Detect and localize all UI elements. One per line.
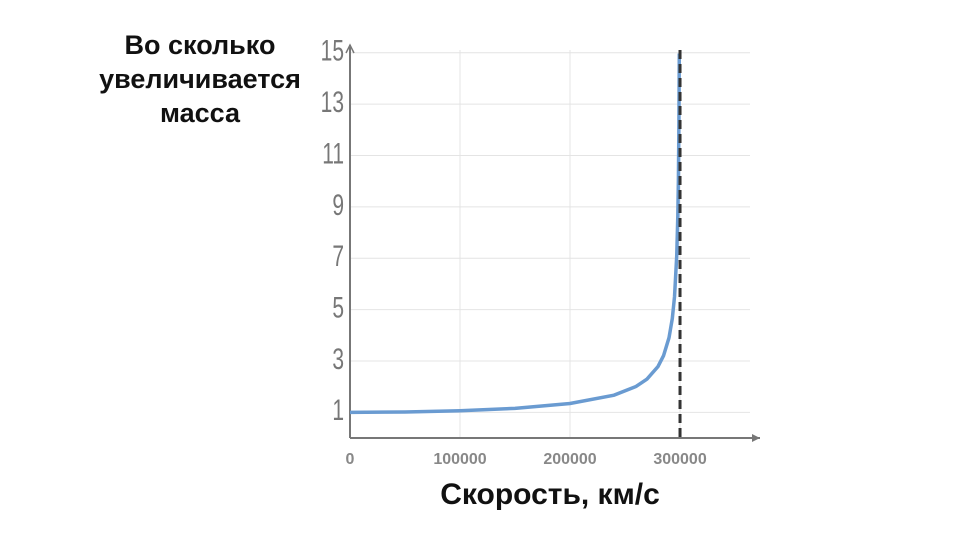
y-tick-label: 3 — [332, 343, 344, 375]
y-tick-label: 15 — [321, 35, 344, 67]
y-tick-label: 5 — [332, 292, 344, 324]
y-tick-label: 7 — [332, 241, 344, 273]
x-tick-label: 200000 — [543, 451, 596, 468]
y-tick-label: 9 — [332, 189, 344, 221]
y-tick-label: 11 — [322, 138, 344, 170]
y-axis-arrow — [345, 43, 355, 54]
x-tick-label: 300000 — [653, 451, 706, 468]
data-line — [349, 53, 682, 415]
x-tick-label: 0 — [346, 451, 355, 468]
y-tick-label: 1 — [332, 395, 344, 427]
x-tick-label: 100000 — [433, 451, 486, 468]
y-tick-label: 13 — [321, 87, 344, 119]
x-axis-arrow — [752, 434, 760, 442]
y-axis-label: Во сколько увеличивается масса — [99, 30, 301, 128]
x-axis-label: Скорость, км/с — [440, 478, 660, 511]
